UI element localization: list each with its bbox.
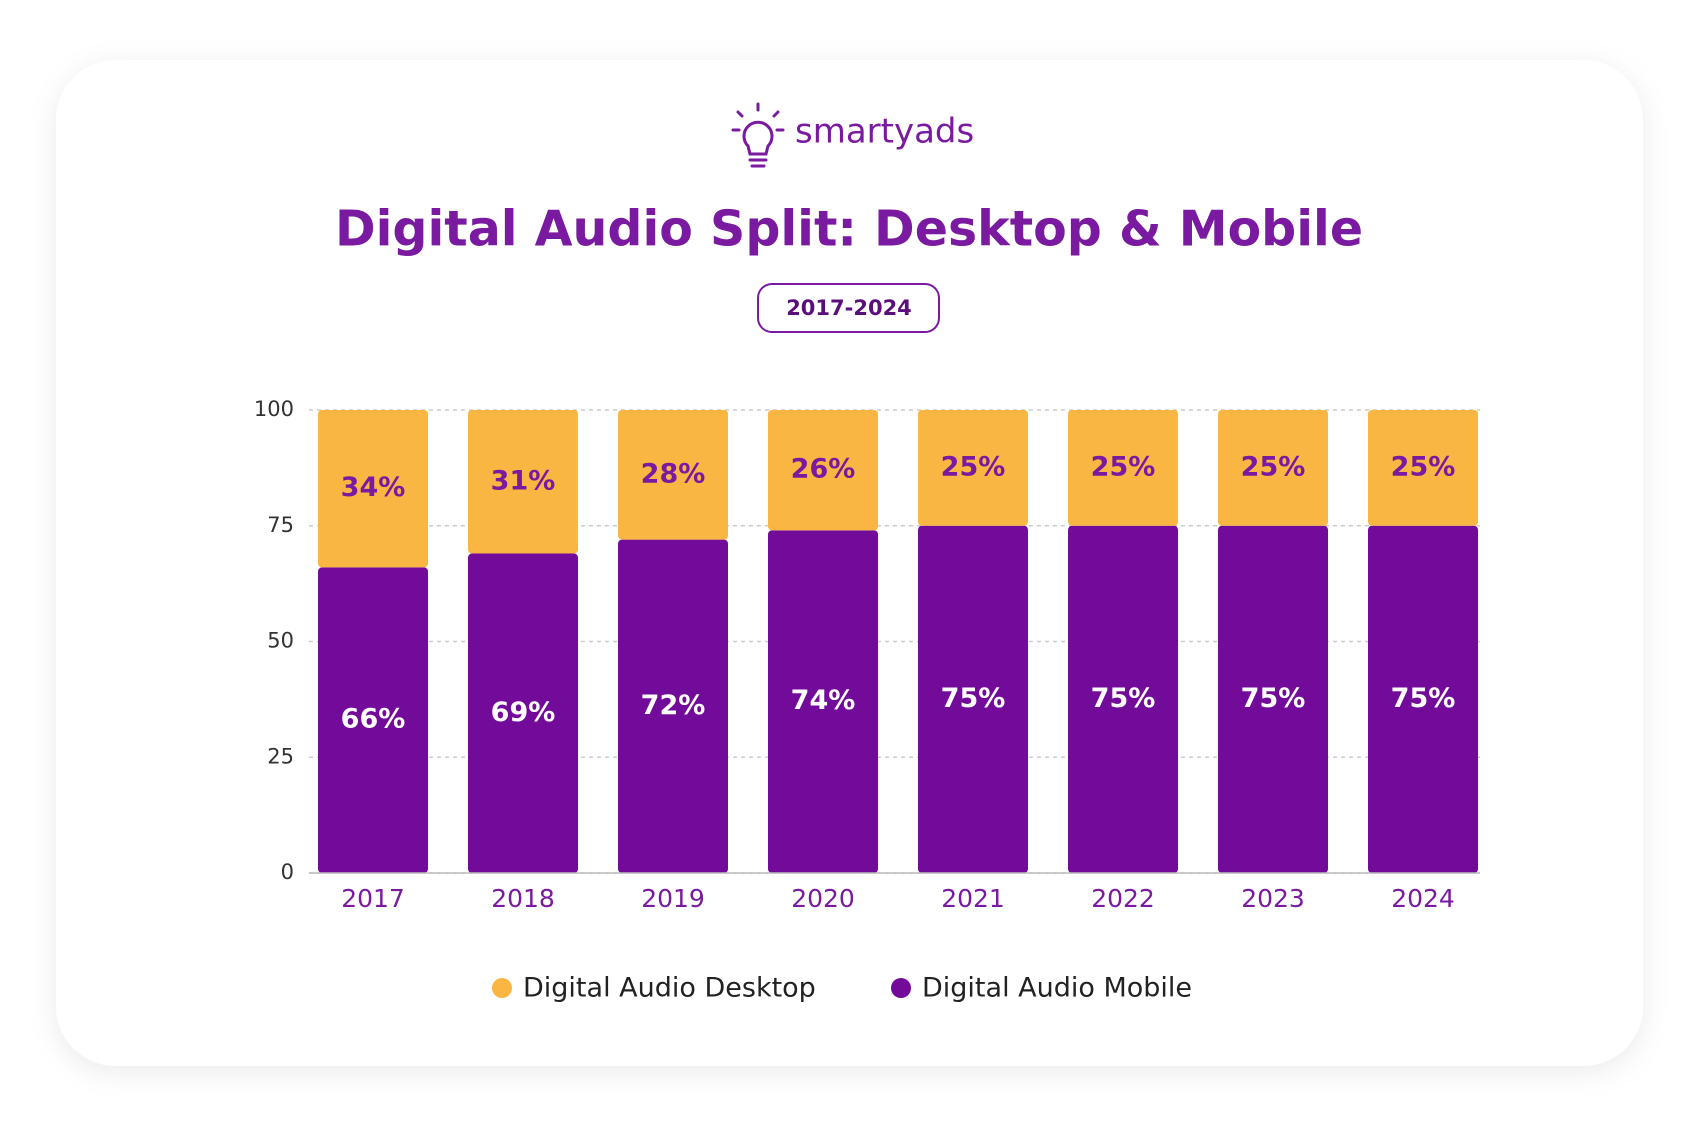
bar-segment	[618, 410, 728, 540]
value-label: 75%	[1391, 683, 1456, 714]
y-tick-label: 50	[267, 629, 294, 653]
subtitle-badge	[757, 283, 940, 333]
bar-segment	[468, 410, 578, 554]
legend-label: Digital Audio Desktop	[523, 973, 816, 1004]
x-tick-label: 2017	[341, 884, 405, 913]
x-tick-label: 2021	[941, 884, 1005, 913]
y-tick-label: 75	[267, 513, 294, 537]
bar-segment	[768, 410, 878, 531]
legend-marker	[891, 978, 911, 998]
x-tick-label: 2022	[1091, 884, 1155, 913]
bar-segment	[1068, 525, 1178, 873]
y-tick-label: 100	[254, 397, 294, 421]
value-label: 31%	[491, 465, 556, 496]
value-label: 75%	[1091, 683, 1156, 714]
logo-icon	[731, 102, 785, 168]
bar-segment	[918, 410, 1028, 526]
value-label: 25%	[1241, 451, 1306, 482]
plot: 0 25 50 75 100 2017 66% 34% 2018 69% 31% 2019 72% 28%…	[254, 397, 1480, 1004]
value-label: 69%	[491, 697, 556, 728]
bar-segment	[1368, 525, 1478, 873]
value-label: 74%	[791, 685, 856, 716]
value-label: 26%	[791, 454, 856, 485]
legend-marker	[492, 978, 512, 998]
x-tick-label: 2019	[641, 884, 705, 913]
value-label: 72%	[641, 690, 706, 721]
bar-segment	[618, 539, 728, 873]
value-label: 66%	[341, 704, 406, 735]
value-label: 34%	[341, 472, 406, 503]
value-label: 25%	[1391, 451, 1456, 482]
y-tick-label: 0	[281, 860, 294, 884]
value-label: 75%	[941, 683, 1006, 714]
chart-title: Digital Audio Split: Desktop & Mobile	[335, 201, 1363, 258]
value-label: 25%	[941, 451, 1006, 482]
bar-segment	[318, 410, 428, 568]
bar-segment	[768, 530, 878, 873]
x-tick-label: 2018	[491, 884, 555, 913]
bar-segment	[1218, 525, 1328, 873]
y-tick-label: 25	[267, 744, 294, 768]
x-tick-label: 2020	[791, 884, 855, 913]
bar-segment	[1218, 410, 1328, 526]
x-tick-label: 2023	[1241, 884, 1305, 913]
bar-segment	[318, 567, 428, 873]
value-label: 75%	[1241, 683, 1306, 714]
chart-subtitle: 2017-2024	[786, 296, 912, 320]
logo-text: smartyads	[795, 112, 974, 152]
bar-segment	[1068, 410, 1178, 526]
x-tick-label: 2024	[1391, 884, 1455, 913]
value-label: 25%	[1091, 451, 1156, 482]
bar-segment	[468, 553, 578, 873]
legend-label: Digital Audio Mobile	[922, 973, 1192, 1004]
value-label: 28%	[641, 458, 706, 489]
bar-segment	[918, 525, 1028, 873]
bar-segment	[1368, 410, 1478, 526]
